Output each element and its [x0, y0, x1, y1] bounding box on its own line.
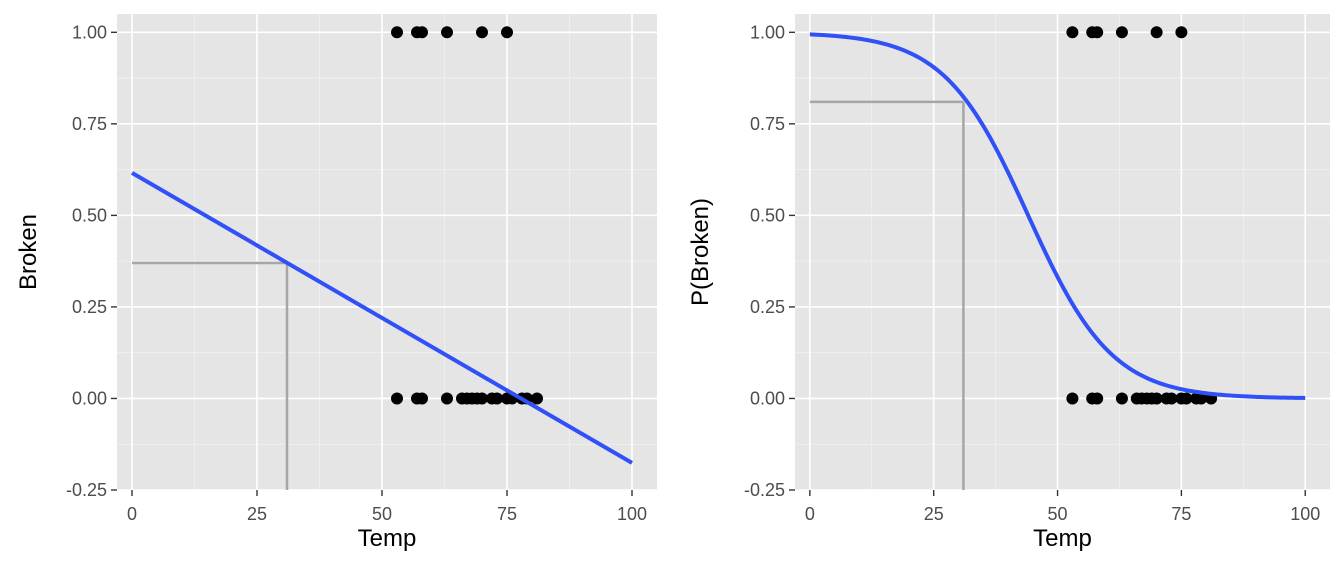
- x-tick-label: 50: [1048, 504, 1068, 524]
- data-point: [1115, 26, 1128, 39]
- x-axis-title: Temp: [1033, 525, 1092, 552]
- linear-fit-line: [130, 171, 634, 465]
- data-point: [1175, 26, 1188, 39]
- y-tick-label: -0.25: [66, 480, 107, 500]
- y-tick-label: 0.75: [750, 114, 785, 134]
- y-tick-label: 1.00: [750, 22, 785, 42]
- x-tick-label: 75: [1171, 504, 1191, 524]
- data-point: [416, 26, 428, 39]
- plot-panel-background: [117, 14, 657, 490]
- data-point: [501, 26, 513, 39]
- data-point: [441, 392, 453, 405]
- data-point: [1066, 26, 1079, 39]
- x-axis-title: Temp: [358, 525, 417, 552]
- y-tick-label: 0.50: [750, 205, 785, 225]
- x-tick-label: 100: [1290, 504, 1320, 524]
- data-point: [1150, 26, 1163, 39]
- x-tick-label: 0: [127, 504, 137, 524]
- y-tick-label: 1.00: [72, 22, 107, 42]
- plot-panel-background: [795, 14, 1330, 490]
- y-tick-label: 0.75: [72, 114, 107, 134]
- data-point: [1091, 26, 1104, 39]
- x-tick-label: 75: [497, 504, 517, 524]
- y-axis-title: Broken: [15, 214, 42, 290]
- x-tick-label: 25: [247, 504, 267, 524]
- data-point: [491, 392, 503, 405]
- data-point: [391, 26, 403, 39]
- y-tick-label: 0.50: [72, 205, 107, 225]
- x-tick-label: 0: [805, 504, 815, 524]
- data-point: [1165, 392, 1178, 405]
- chart-panel-2: 0 25 50 75 100 -0.25 0.00 0.25 0.50 0.75 1.00 Temp P…: [687, 14, 1330, 552]
- y-tick-label: 0.00: [750, 388, 785, 408]
- data-point: [1091, 392, 1104, 405]
- data-point: [1150, 392, 1163, 405]
- data-point: [476, 392, 488, 405]
- data-point: [1066, 392, 1079, 405]
- data-point: [1195, 392, 1208, 405]
- y-tick-label: 0.25: [72, 297, 107, 317]
- x-tick-label: 25: [924, 504, 944, 524]
- logistic-fit-curve: [809, 32, 1306, 400]
- data-point: [531, 392, 543, 405]
- y-axis-title: P(Broken): [687, 198, 714, 306]
- data-point: [416, 392, 428, 405]
- data-point: [1180, 392, 1193, 405]
- chart-panel-1: 0 25 50 75 100 -0.25 0.00 0.25 0.50 0.75 1.00 Temp B…: [15, 14, 657, 552]
- y-tick-label: -0.25: [744, 480, 785, 500]
- x-tick-label: 50: [372, 504, 392, 524]
- data-point: [1115, 392, 1128, 405]
- y-tick-label: 0.00: [72, 388, 107, 408]
- data-point: [391, 392, 403, 405]
- data-point: [441, 26, 453, 39]
- data-point: [476, 26, 488, 39]
- x-tick-label: 100: [617, 504, 647, 524]
- y-tick-label: 0.25: [750, 297, 785, 317]
